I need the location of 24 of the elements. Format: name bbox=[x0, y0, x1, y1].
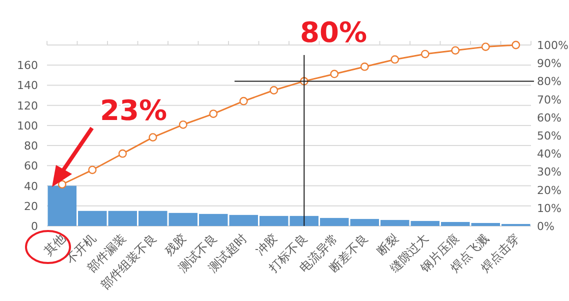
y2-tick-label: 70% bbox=[537, 93, 562, 106]
y2-tick-label: 80% bbox=[537, 75, 562, 88]
y2-tick-label: 100% bbox=[537, 39, 568, 52]
y-tick-label: 100 bbox=[17, 119, 38, 132]
y2-tick-label: 60% bbox=[537, 111, 562, 124]
y2-tick-label: 30% bbox=[537, 166, 562, 179]
y-tick-label: 60 bbox=[24, 160, 38, 173]
y-tick-label: 0 bbox=[31, 220, 38, 233]
annotation: 80% bbox=[300, 16, 368, 49]
y2-tick-label: 50% bbox=[537, 130, 562, 142]
y-tick-label: 120 bbox=[17, 99, 38, 112]
annotation: 23% bbox=[100, 94, 168, 127]
y-tick-label: 20 bbox=[24, 200, 38, 213]
y-tick-label: 160 bbox=[17, 59, 38, 72]
y-tick-label: 80 bbox=[24, 140, 38, 153]
y2-tick-label: 10% bbox=[537, 202, 562, 215]
y2-tick-label: 20% bbox=[537, 184, 562, 197]
y-tick-label: 140 bbox=[17, 79, 38, 92]
y2-tick-label: 40% bbox=[537, 148, 562, 161]
y-tick-label: 40 bbox=[24, 180, 38, 193]
x-tick-label: 残胶 bbox=[162, 231, 190, 258]
x-tick-label: 其他 bbox=[41, 231, 68, 258]
y2-tick-label: 90% bbox=[537, 57, 562, 70]
y2-tick-label: 0% bbox=[537, 220, 554, 233]
